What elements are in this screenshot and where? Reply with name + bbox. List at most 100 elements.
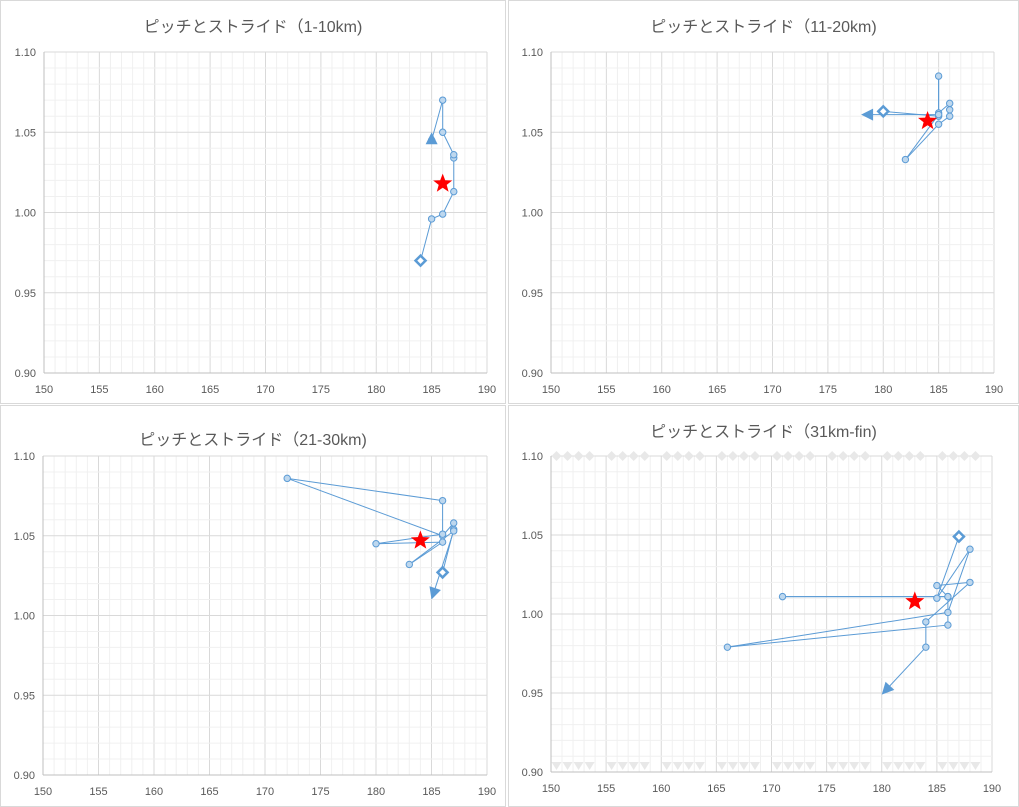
x-tick-label: 190 — [983, 783, 1001, 795]
series-segment — [287, 477, 443, 502]
y-tick-label: 1.05 — [522, 530, 543, 542]
x-tick-label: 185 — [422, 384, 440, 396]
y-tick-label: 1.05 — [15, 127, 36, 139]
ghost-diamond-marker — [893, 451, 904, 461]
x-tick-label: 165 — [201, 384, 219, 396]
average-star-marker — [905, 591, 925, 610]
data-point — [438, 538, 447, 546]
series-segment — [936, 581, 970, 587]
data-point — [922, 643, 930, 651]
ghost-diamond-marker — [794, 451, 805, 461]
x-tick-label: 165 — [708, 384, 726, 396]
ghost-triangle-marker — [959, 762, 970, 770]
start-diamond-marker — [435, 565, 450, 580]
ghost-diamond-marker — [959, 451, 970, 461]
end-arrow-marker — [881, 681, 895, 695]
start-diamond-marker — [952, 529, 966, 544]
x-tick-label: 150 — [34, 786, 52, 798]
series-segment — [925, 582, 971, 623]
average-star-marker — [410, 530, 430, 549]
ghost-triangle-marker — [893, 762, 904, 770]
data-point — [901, 155, 910, 164]
series-segment — [936, 548, 971, 599]
ghost-triangle-marker — [794, 762, 805, 770]
ghost-triangle-marker — [827, 762, 838, 770]
data-point — [946, 106, 954, 114]
data-point — [427, 215, 436, 223]
x-tick-label: 170 — [256, 384, 274, 396]
data-point — [933, 594, 941, 602]
x-tick-label: 150 — [542, 783, 560, 795]
ghost-diamond-marker — [970, 451, 981, 461]
series-segment — [883, 110, 939, 117]
data-point — [922, 618, 930, 626]
series-segment — [727, 624, 948, 648]
ghost-triangle-marker — [772, 762, 783, 770]
ghost-diamond-marker — [948, 451, 959, 461]
end-arrow-marker — [861, 108, 874, 121]
data-point — [934, 120, 943, 128]
ghost-triangle-marker — [915, 762, 926, 770]
x-tick-label: 155 — [90, 384, 108, 396]
series-line — [287, 477, 455, 593]
x-tick-label: 160 — [652, 783, 670, 795]
ghost-triangle-marker — [639, 762, 650, 770]
chart-panel-21-30km: ピッチとストライド（21-30km) 150 155 160 165 170 175 180… — [0, 405, 506, 807]
x-tick-label: 150 — [35, 384, 53, 396]
ghost-triangle-marker — [738, 762, 749, 770]
data-point — [723, 643, 732, 651]
y-tick-label: 1.00 — [15, 208, 36, 220]
series-segment — [947, 549, 971, 613]
chart-title: ピッチとストライド（11-20km) — [650, 19, 877, 36]
ghost-triangle-marker — [904, 762, 915, 770]
x-tick-label: 175 — [311, 786, 329, 798]
series-segment — [905, 123, 939, 160]
series-segment — [287, 477, 443, 537]
x-tick-label: 190 — [985, 384, 1003, 396]
ghost-triangle-marker — [683, 762, 694, 770]
ghost-diamond-marker — [606, 451, 617, 461]
ghost-diamond-marker — [617, 451, 628, 461]
ghost-triangle-marker — [694, 762, 705, 770]
ghost-triangle-marker — [860, 762, 871, 770]
ghost-triangle-marker — [617, 762, 628, 770]
ghost-diamond-marker — [727, 451, 738, 461]
ghost-triangle-marker — [749, 762, 760, 770]
ghost-triangle-marker — [672, 762, 683, 770]
series-segment — [375, 533, 443, 545]
data-point — [944, 592, 952, 601]
scatter-plot-1-10km: 150 155 160 165 170 175 180 185 190 0.90 0.95 1.00 1… — [15, 47, 497, 396]
x-tick-label: 185 — [422, 786, 440, 798]
ghost-diamond-marker — [694, 451, 705, 461]
ghost-triangle-marker — [584, 762, 595, 770]
ghost-triangle-marker — [937, 762, 948, 770]
ghost-diamond-marker — [639, 451, 650, 461]
ghost-diamond-marker — [573, 451, 584, 461]
data-point — [372, 540, 380, 548]
data-point — [946, 99, 954, 108]
ghost-triangle-marker — [882, 762, 893, 770]
y-tick-label: 0.90 — [522, 767, 543, 779]
x-tick-label: 175 — [819, 384, 837, 396]
series-segment — [431, 100, 444, 141]
chart-panel-11-20km: ピッチとストライド（11-20km) 150 155 160 165 170 175 180… — [508, 0, 1019, 404]
start-diamond-marker — [876, 104, 891, 119]
chart-title: ピッチとストライド（1-10km) — [143, 19, 363, 36]
series-segment — [375, 541, 443, 545]
y-tick-label: 1.10 — [15, 47, 36, 59]
data-point — [450, 519, 458, 527]
ghost-diamond-marker — [937, 451, 948, 461]
ghost-diamond-marker — [838, 451, 849, 461]
x-tick-label: 160 — [146, 384, 164, 396]
ghost-diamond-marker — [783, 451, 794, 461]
y-tick-label: 0.95 — [14, 690, 35, 702]
grid — [550, 455, 993, 773]
x-tick-label: 175 — [312, 384, 330, 396]
y-tick-label: 1.10 — [522, 47, 543, 59]
data-point — [944, 608, 952, 617]
x-tick-label: 180 — [873, 783, 891, 795]
data-point — [944, 621, 952, 629]
x-tick-label: 165 — [200, 786, 218, 798]
ghost-diamond-marker — [849, 451, 860, 461]
data-point — [450, 187, 458, 196]
